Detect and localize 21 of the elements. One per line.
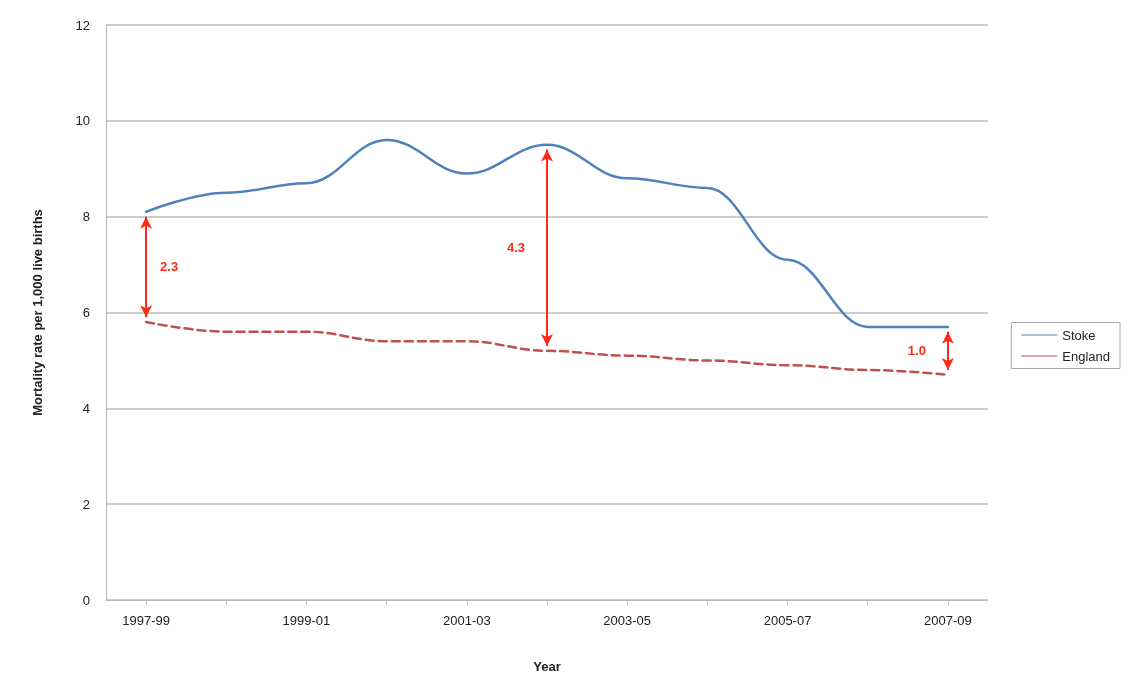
y-tick-label: 8 (82, 209, 90, 225)
y-tick-label: 12 (75, 17, 90, 33)
annotation: 4.3 (506, 240, 525, 256)
annotation: 1.0 (907, 343, 926, 359)
y-tick-label: 4 (82, 400, 90, 416)
x-tick-label: 2007-09 (924, 613, 972, 628)
x-tick-label: 1997-99 (122, 613, 170, 628)
y-tick-label: 0 (82, 592, 90, 608)
x-tick-label: 2005-07 (763, 613, 812, 628)
y-tick-label: 6 (82, 305, 90, 320)
x-axis-title: Year (533, 659, 561, 674)
annotation: 2.3 (160, 259, 179, 275)
x-tick-label: 1999-01 (282, 613, 331, 628)
legend-label: Stoke (1062, 327, 1096, 343)
legend-label: England (1062, 348, 1111, 364)
line-series (144, 138, 950, 329)
x-tick-label: 2001-03 (442, 613, 491, 628)
y-tick-label: 2 (82, 496, 90, 512)
x-tick-label: 2003-05 (603, 613, 652, 628)
y-axis-title: Mortality rate per 1,000 live births (30, 209, 45, 416)
y-tick-label: 10 (75, 113, 90, 129)
